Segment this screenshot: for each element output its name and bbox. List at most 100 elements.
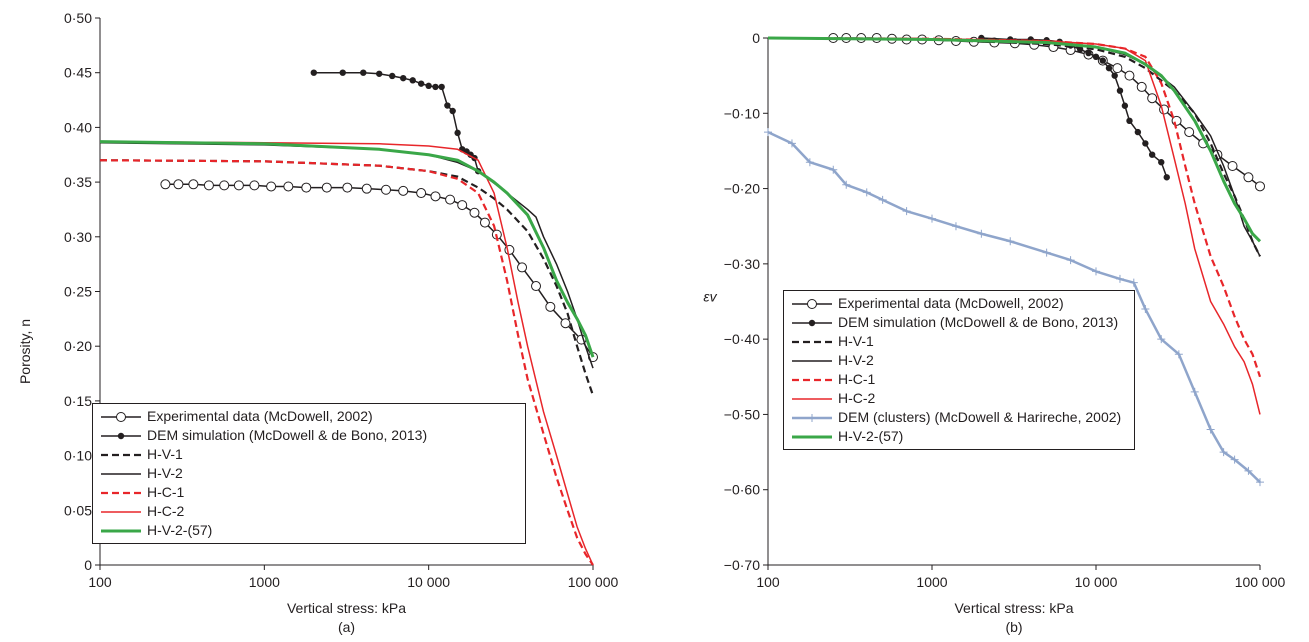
marker [160, 179, 171, 190]
marker [808, 414, 816, 422]
marker [531, 281, 542, 292]
marker [1136, 81, 1147, 92]
marker [878, 195, 887, 204]
marker [1066, 256, 1075, 265]
y-tick-label: 0·10 [64, 448, 92, 464]
legend-label: H-C-2 [838, 390, 876, 406]
x-tick-label: 1000 [916, 574, 947, 590]
marker [454, 129, 461, 137]
y-tick-label: −0·70 [724, 557, 760, 573]
marker [457, 200, 468, 211]
marker [862, 188, 871, 197]
y-tick-label: 0·15 [64, 393, 92, 409]
marker [928, 214, 936, 223]
legend-entry: H-C-1 [99, 484, 519, 501]
marker [951, 222, 960, 231]
marker [339, 69, 346, 76]
marker [1219, 448, 1228, 457]
y-axis-label: εv [703, 289, 717, 305]
y-tick-label: 0 [84, 557, 92, 573]
marker [1256, 478, 1264, 487]
marker [301, 182, 312, 193]
marker [116, 412, 126, 422]
marker [449, 107, 456, 115]
marker [560, 318, 571, 329]
series-line [767, 36, 1262, 243]
marker [398, 185, 409, 196]
marker [389, 72, 396, 80]
marker [416, 188, 427, 199]
legend: Experimental data (McDowell, 2002) DEM si… [92, 403, 526, 544]
series-line [99, 159, 594, 566]
series-line [313, 71, 479, 172]
legend-swatch [101, 412, 141, 422]
marker [1142, 140, 1149, 147]
marker [1148, 151, 1156, 158]
marker [249, 180, 260, 191]
series-line [99, 159, 595, 396]
marker [787, 139, 796, 148]
x-tick-label: 100 000 [1235, 574, 1286, 590]
legend-swatch [792, 398, 832, 400]
legend-label: H-V-1 [838, 333, 874, 349]
marker [1190, 387, 1199, 396]
legend-entry: H-V-1 [790, 333, 1128, 350]
legend-swatch [101, 473, 141, 475]
marker [425, 82, 432, 90]
marker [400, 74, 407, 82]
x-tick-label: 1000 [249, 574, 280, 590]
marker [1105, 64, 1113, 72]
legend-entry: H-V-2 [99, 465, 519, 482]
marker [321, 182, 332, 193]
legend-swatch [792, 299, 832, 309]
y-tick-label: 0·40 [64, 119, 92, 135]
marker [361, 183, 372, 194]
series-line [99, 140, 595, 358]
marker [1121, 102, 1129, 109]
marker [808, 319, 816, 327]
marker [807, 299, 817, 309]
marker [1227, 160, 1238, 171]
marker [1092, 267, 1100, 276]
legend-entry: H-C-2 [790, 390, 1128, 407]
x-axis-label: Vertical stress: kPa [287, 600, 406, 616]
marker [1092, 53, 1100, 61]
y-tick-label: 0·05 [64, 502, 92, 518]
marker [1244, 466, 1253, 475]
caption: (b) [1005, 619, 1022, 635]
marker [545, 301, 556, 312]
legend-entry: H-V-2-(57) [99, 522, 519, 539]
legend-entry: H-V-1 [99, 446, 519, 463]
series-line [767, 37, 1261, 415]
legend-label: DEM (clusters) (McDowell & Harireche, 20… [838, 409, 1122, 425]
marker [1147, 93, 1158, 104]
y-tick-label: −0·50 [724, 406, 760, 422]
marker [1157, 335, 1166, 344]
marker [977, 229, 986, 238]
marker [409, 77, 416, 84]
marker [1124, 70, 1135, 81]
marker [805, 158, 814, 167]
marker [417, 80, 425, 87]
legend-label: H-V-2 [147, 465, 183, 481]
y-tick-label: −0·10 [724, 105, 760, 121]
marker [469, 207, 480, 218]
marker [1243, 172, 1254, 183]
series-line [99, 141, 594, 369]
legend-entry: Experimental data (McDowell, 2002) [790, 295, 1128, 312]
y-tick-label: 0·50 [64, 10, 92, 26]
series-line [833, 37, 1261, 187]
legend-entry: H-C-1 [790, 371, 1128, 388]
legend-swatch [792, 319, 832, 327]
y-tick-label: −0·40 [724, 331, 760, 347]
legend-entry: DEM (clusters) (McDowell & Harireche, 20… [790, 409, 1128, 426]
x-tick-label: 10 000 [407, 574, 450, 590]
marker [1112, 63, 1123, 74]
marker [1085, 49, 1092, 57]
marker [432, 83, 439, 91]
legend-entry: Experimental data (McDowell, 2002) [99, 408, 519, 425]
legend-label: H-C-1 [147, 484, 185, 500]
legend-swatch [792, 360, 832, 362]
legend-swatch [101, 491, 141, 495]
marker [360, 69, 367, 76]
